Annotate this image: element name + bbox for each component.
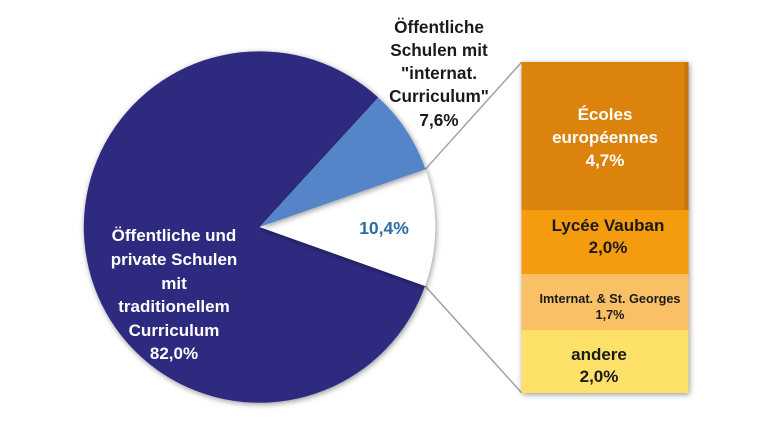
svg-text:7,6%: 7,6% xyxy=(419,110,458,130)
svg-text:4,7%: 4,7% xyxy=(586,151,625,170)
svg-text:mit: mit xyxy=(161,274,187,293)
svg-text:Lycée Vauban: Lycée Vauban xyxy=(552,216,665,235)
svg-text:européennes: européennes xyxy=(552,128,658,147)
svg-text:2,0%: 2,0% xyxy=(580,367,619,386)
svg-text:Öffentliche und: Öffentliche und xyxy=(112,226,237,245)
svg-text:Imternat. & St. Georges: Imternat. & St. Georges xyxy=(539,292,680,306)
svg-text:Curriculum: Curriculum xyxy=(129,321,220,340)
svg-text:Écoles: Écoles xyxy=(578,105,633,124)
svg-text:Schulen mit: Schulen mit xyxy=(390,40,488,60)
svg-text:"internat.: "internat. xyxy=(401,63,477,83)
svg-text:Curriculum": Curriculum" xyxy=(389,86,489,106)
svg-text:1,7%: 1,7% xyxy=(596,308,625,322)
svg-text:Öffentliche: Öffentliche xyxy=(394,17,484,37)
svg-text:private Schulen: private Schulen xyxy=(111,250,238,269)
svg-text:traditionellem: traditionellem xyxy=(118,297,229,316)
svg-text:82,0%: 82,0% xyxy=(150,344,198,363)
svg-text:10,4%: 10,4% xyxy=(359,218,409,238)
svg-text:2,0%: 2,0% xyxy=(589,238,628,257)
svg-text:andere: andere xyxy=(571,345,627,364)
